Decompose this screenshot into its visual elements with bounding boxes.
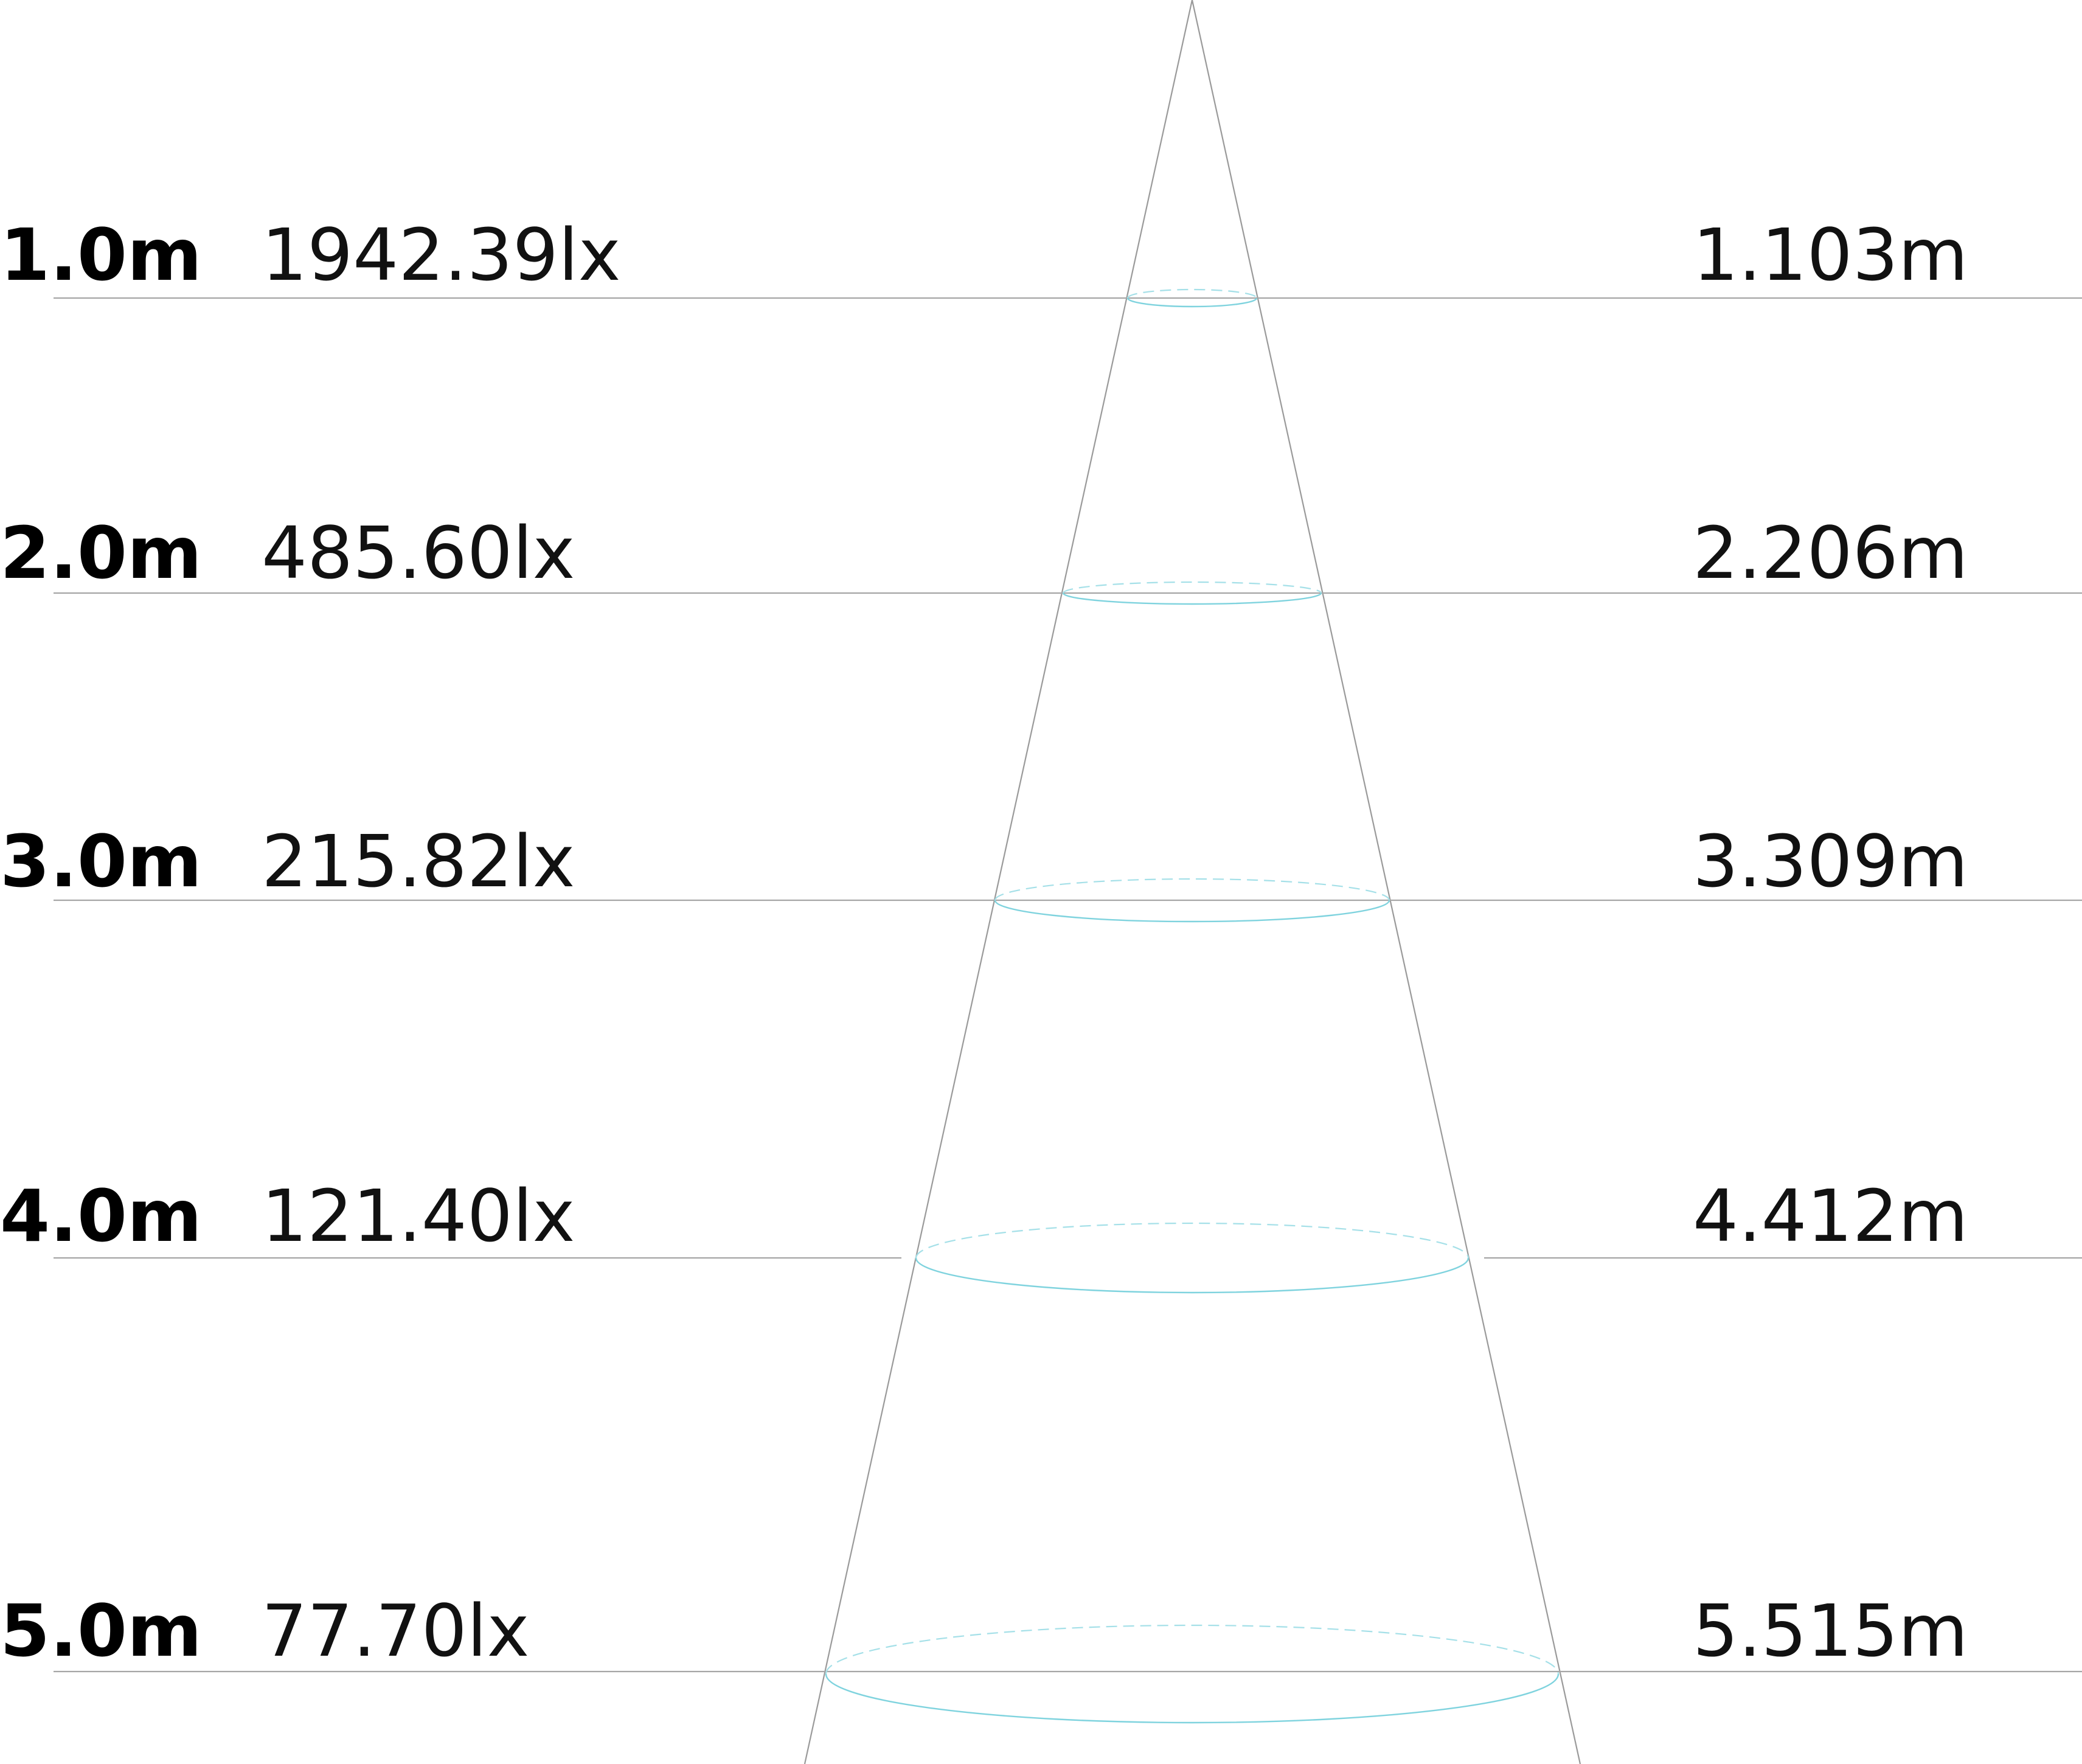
beam-cone-right-edge bbox=[1191, 0, 1581, 1764]
distance-label-3m: 3.0m bbox=[0, 819, 202, 903]
spot-ellipse-back-4m bbox=[915, 1222, 1470, 1259]
spot-ellipse-front-4m bbox=[915, 1257, 1470, 1294]
row-1m: 1.0m 1942.39lx 1.103m bbox=[0, 213, 2082, 308]
spot-ellipse-back-5m bbox=[825, 1624, 1560, 1675]
row-5m: 5.0m 77.70lx 5.515m bbox=[0, 1589, 2082, 1724]
spot-ellipse-front-2m bbox=[1062, 592, 1322, 605]
illuminance-label-4m: 121.40lx bbox=[262, 1174, 575, 1258]
illuminance-label-2m: 485.60lx bbox=[262, 511, 575, 595]
diameter-label-4m: 4.412m bbox=[1693, 1174, 1968, 1258]
row-2m: 2.0m 485.60lx 2.206m bbox=[0, 511, 2082, 605]
distance-label-2m: 2.0m bbox=[0, 511, 202, 595]
distance-label-1m: 1.0m bbox=[0, 213, 202, 297]
diameter-label-5m: 5.515m bbox=[1693, 1589, 1968, 1673]
row-4m: 4.0m 121.40lx 4.412m bbox=[0, 1174, 2082, 1294]
spot-ellipse-back-2m bbox=[1062, 581, 1322, 594]
spot-ellipse-back-1m bbox=[1126, 288, 1258, 299]
spot-ellipse-front-1m bbox=[1126, 297, 1258, 308]
spot-ellipse-back-3m bbox=[994, 878, 1390, 901]
row-3m: 3.0m 215.82lx 3.309m bbox=[0, 819, 2082, 923]
diameter-label-3m: 3.309m bbox=[1693, 819, 1968, 903]
illuminance-label-5m: 77.70lx bbox=[262, 1589, 529, 1673]
diameter-label-2m: 2.206m bbox=[1693, 511, 1968, 595]
spot-ellipse-front-5m bbox=[825, 1673, 1560, 1724]
spot-ellipse-front-3m bbox=[994, 900, 1390, 923]
distance-label-4m: 4.0m bbox=[0, 1174, 202, 1258]
illuminance-label-1m: 1942.39lx bbox=[262, 213, 621, 297]
diameter-label-1m: 1.103m bbox=[1693, 213, 1968, 297]
distance-label-5m: 5.0m bbox=[0, 1589, 202, 1673]
illuminance-label-3m: 215.82lx bbox=[262, 819, 575, 903]
beam-cone-left-edge bbox=[803, 0, 1193, 1764]
